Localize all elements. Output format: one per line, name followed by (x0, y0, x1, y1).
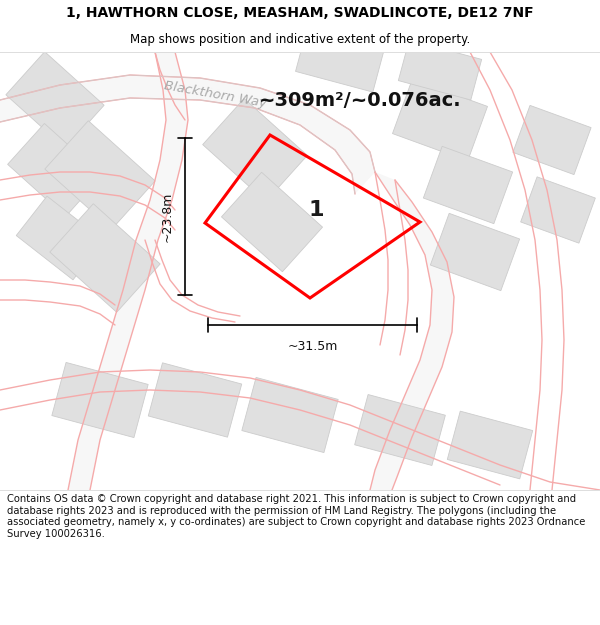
Polygon shape (0, 75, 375, 194)
Polygon shape (424, 146, 512, 224)
Text: ~309m²/~0.076ac.: ~309m²/~0.076ac. (259, 91, 461, 109)
Polygon shape (430, 213, 520, 291)
Text: Map shows position and indicative extent of the property.: Map shows position and indicative extent… (130, 32, 470, 46)
Polygon shape (50, 204, 160, 312)
Polygon shape (203, 99, 307, 201)
Text: 1, HAWTHORN CLOSE, MEASHAM, SWADLINCOTE, DE12 7NF: 1, HAWTHORN CLOSE, MEASHAM, SWADLINCOTE,… (66, 6, 534, 20)
Polygon shape (68, 52, 188, 490)
Polygon shape (16, 196, 104, 280)
Polygon shape (52, 362, 148, 438)
Text: ~31.5m: ~31.5m (287, 341, 338, 354)
Polygon shape (448, 411, 533, 479)
Text: Contains OS data © Crown copyright and database right 2021. This information is : Contains OS data © Crown copyright and d… (7, 494, 586, 539)
Polygon shape (398, 40, 482, 100)
Polygon shape (355, 394, 445, 466)
Text: 1: 1 (308, 199, 324, 219)
Polygon shape (45, 121, 155, 229)
Polygon shape (242, 378, 338, 452)
Polygon shape (370, 172, 454, 490)
Polygon shape (513, 106, 591, 174)
Text: ~23.8m: ~23.8m (161, 191, 173, 242)
Polygon shape (8, 124, 103, 216)
Text: Blackthorn Way: Blackthorn Way (163, 79, 268, 111)
Polygon shape (221, 173, 323, 272)
Polygon shape (296, 28, 385, 92)
Polygon shape (6, 52, 104, 148)
Polygon shape (392, 79, 488, 161)
Polygon shape (521, 177, 595, 243)
Polygon shape (148, 363, 242, 437)
